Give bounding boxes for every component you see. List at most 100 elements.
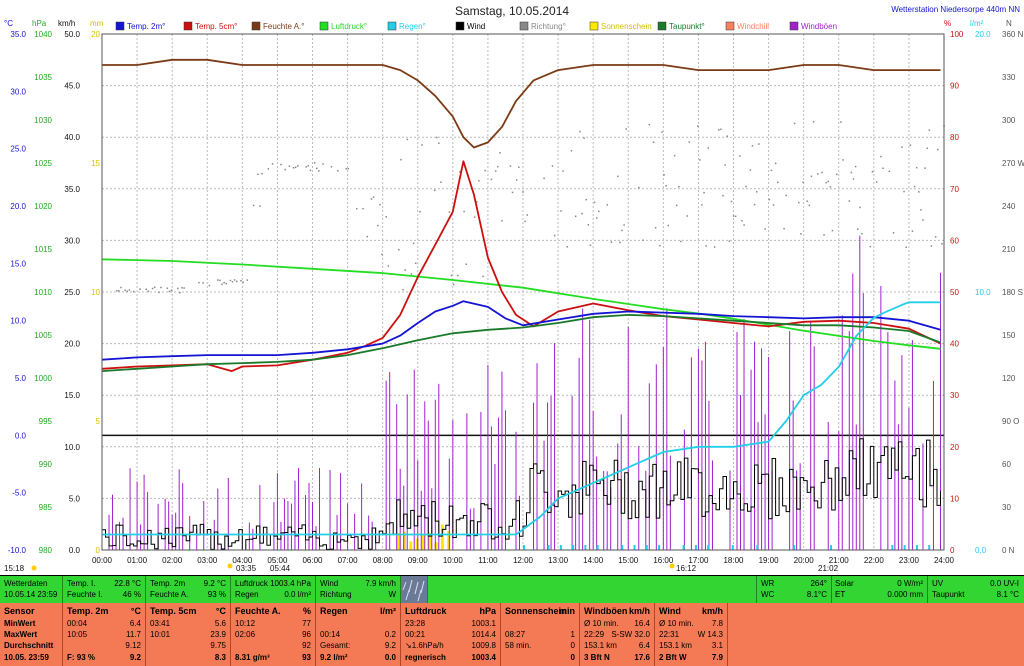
direction-dot	[665, 185, 667, 187]
direction-dot	[414, 262, 417, 265]
pressure-axis-tick: 1040	[34, 30, 52, 39]
direction-dot	[168, 290, 171, 293]
sunshine-bar	[421, 534, 425, 550]
stats-header-unit: km/h	[701, 606, 723, 616]
direction-dot	[240, 279, 242, 282]
direction-axis-tick: 120	[1002, 374, 1016, 383]
rain-axis-tick: 10	[91, 288, 100, 297]
sunshine-bar	[447, 531, 451, 550]
x-axis-tick: 23:00	[899, 556, 920, 565]
direction-dot	[743, 224, 745, 226]
x-axis-tick: 03:00	[197, 556, 218, 565]
axis-unit-temp: °C	[4, 19, 13, 28]
stats-header: Temp. 5cm	[150, 606, 197, 616]
direction-dot	[888, 170, 891, 173]
direction-dot	[267, 168, 270, 170]
direction-axis-tick: 180 S	[1002, 288, 1023, 297]
direction-dot	[345, 168, 347, 170]
direction-dot	[926, 147, 928, 150]
direction-dot	[913, 185, 916, 188]
direction-dot	[816, 173, 819, 175]
direction-dot	[288, 165, 291, 167]
stats-header-unit: km/h	[628, 606, 650, 616]
stats-cell-note: 8.31 g/m³	[235, 653, 270, 662]
direction-dot	[231, 281, 234, 283]
pressure-axis-tick: 1035	[34, 73, 52, 82]
rain-tick	[658, 545, 661, 550]
status-outdoor: Temp. 2m 9.2 °C Feuchte A. 93 %	[146, 576, 231, 603]
direction-dot	[909, 144, 912, 146]
direction-dot	[553, 234, 556, 237]
axis-unit-rain-total: l/m²	[970, 19, 984, 28]
rain-total-axis-tick: 10.0	[975, 288, 991, 297]
feuchte-a-value: 93 %	[207, 590, 226, 599]
direction-dot	[475, 201, 478, 203]
direction-dot	[652, 141, 655, 143]
direction-dot	[869, 245, 872, 248]
axis-unit-wind: km/h	[58, 19, 75, 28]
feuchte-i-label: Feuchte I.	[67, 590, 103, 599]
x-axis-tick: 05:00	[267, 556, 288, 565]
pressure-axis-tick: 1005	[34, 331, 52, 340]
direction-dot	[522, 191, 524, 193]
direction-dot	[718, 129, 720, 131]
rain-tick	[891, 545, 894, 550]
direction-dot	[330, 165, 333, 168]
stats-cell-value: 0.0	[384, 653, 396, 662]
rain-tick	[572, 545, 575, 550]
legend-label: Windböen	[801, 22, 837, 31]
direction-dot	[223, 281, 225, 284]
direction-dot	[305, 166, 307, 168]
axis-unit-pressure: hPa	[32, 19, 47, 28]
direction-dot	[659, 244, 661, 247]
direction-dot	[233, 279, 236, 281]
station-name: Wetterstation Niedersorpe 440m NN	[891, 5, 1020, 14]
wind-axis-tick: 0.0	[69, 546, 81, 555]
stats-column: Temp. 5cm °C 03:41 5.6 10:01 23.9 9.75 8.3	[146, 603, 231, 666]
direction-dot	[166, 287, 169, 289]
stats-cell-value: 7.9	[711, 653, 723, 662]
sunrise-time-2: 05:44	[270, 564, 291, 573]
legend-swatch	[455, 21, 465, 31]
stats-header: Sonnenschein	[505, 606, 567, 616]
stats-cell-value: 1009.8	[471, 641, 496, 650]
direction-dot	[798, 201, 800, 204]
temp-axis-tick: 10.0	[10, 317, 26, 326]
direction-dot	[181, 287, 183, 289]
direction-dot	[726, 135, 728, 137]
wind-axis-tick: 40.0	[64, 133, 80, 142]
direction-dot	[774, 162, 777, 165]
stats-cell-value: 1	[570, 630, 575, 639]
stats-cell-note: 2 Bft W	[659, 653, 687, 662]
stats-cell-value: 77	[302, 619, 311, 628]
direction-dot	[511, 191, 514, 194]
direction-dot	[284, 168, 286, 171]
stats-cell-note: 153.1 km	[584, 641, 617, 650]
chart-title: Samstag, 10.05.2014	[455, 4, 569, 18]
rain-tick	[793, 545, 796, 550]
rain-tick	[523, 545, 525, 550]
direction-axis-tick: 300	[1002, 116, 1016, 125]
sunrise-icon	[227, 563, 233, 569]
direction-dot	[732, 215, 735, 217]
rain-tick	[707, 545, 710, 550]
stats-cell-value: 1003.4	[471, 653, 496, 662]
stats-cell-note: 00:14	[320, 630, 341, 639]
temp-i-value: 22.8 °C	[114, 579, 141, 588]
direction-dot	[412, 242, 415, 245]
direction-dot	[147, 290, 150, 293]
direction-dot	[509, 165, 512, 167]
stats-cell-value: 6.4	[638, 641, 650, 650]
stats-cell-value: 1003.1	[471, 619, 496, 628]
direction-dot	[905, 246, 907, 249]
direction-dot	[730, 200, 733, 203]
wind-axis-tick: 25.0	[64, 288, 80, 297]
direction-dot	[880, 155, 882, 158]
direction-dot	[448, 211, 451, 213]
stats-cell-value: 9.2	[384, 641, 396, 650]
legend-label: Luftdruck°	[331, 22, 367, 31]
stats-header-unit: °C	[215, 606, 226, 616]
direction-dot	[377, 224, 379, 227]
direction-dot	[433, 189, 436, 192]
direction-dot	[145, 288, 148, 291]
